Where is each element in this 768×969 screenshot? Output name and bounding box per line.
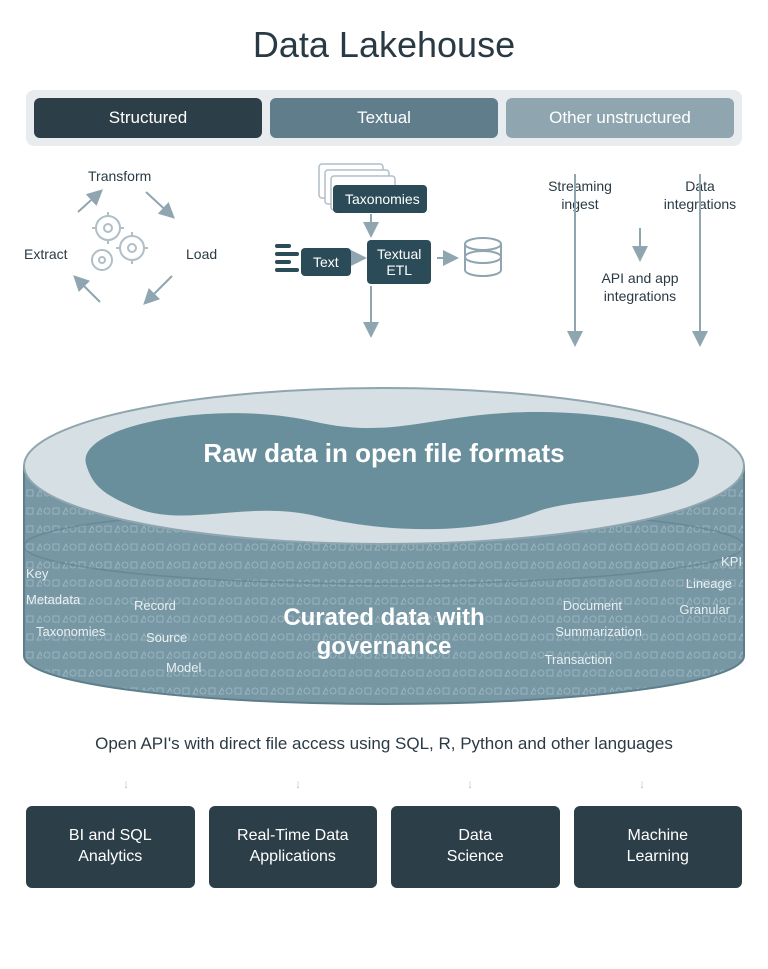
- output-bi-sql: BI and SQL Analytics: [26, 806, 195, 888]
- data-integrations-label: Data integrations: [650, 178, 750, 213]
- gov-word: Metadata: [26, 592, 80, 607]
- api-app-integrations-label: API and app integrations: [565, 270, 715, 305]
- gov-word: Document: [563, 598, 622, 613]
- page-title: Data Lakehouse: [0, 24, 768, 66]
- etl-transform-label: Transform: [88, 168, 151, 184]
- etl-extract-label: Extract: [24, 246, 68, 262]
- output-realtime: Real-Time Data Applications: [209, 806, 378, 888]
- etl-load-label: Load: [186, 246, 217, 262]
- gov-word: Summarization: [555, 624, 642, 639]
- gov-word: Record: [134, 598, 176, 613]
- gov-word: Granular: [679, 602, 730, 617]
- gov-word: Key: [26, 566, 48, 581]
- streaming-ingest-label: Streaming ingest: [530, 178, 630, 213]
- textual-etl-col: Taxonomies Text Textual ETL: [275, 158, 505, 353]
- gov-word: Model: [166, 660, 201, 675]
- arrow-down-icon: [641, 768, 643, 802]
- pill-textual: Textual: [270, 98, 498, 138]
- arrow-down-icon: [469, 768, 471, 802]
- arrow-down-icon: [297, 768, 299, 802]
- streaming-ingest-col: Streaming ingest: [530, 178, 630, 213]
- gov-word: Taxonomies: [36, 624, 105, 639]
- etl-cycle: Transform Extract Load: [30, 168, 220, 328]
- api-description: Open API's with direct file access using…: [0, 734, 768, 754]
- gov-word: Lineage: [686, 576, 732, 591]
- source-type-row: Structured Textual Other unstructured: [26, 90, 742, 146]
- text-tag: Text: [301, 248, 351, 276]
- gov-word: Transaction: [545, 652, 612, 667]
- lakehouse-cylinder: Raw data in open file formats Curated da…: [16, 376, 752, 706]
- gov-word: Source: [146, 630, 187, 645]
- taxonomies-tag: Taxonomies: [333, 185, 427, 213]
- arrow-down-icon: [125, 768, 127, 802]
- pill-unstructured: Other unstructured: [506, 98, 734, 138]
- gov-word: KPI: [721, 554, 742, 569]
- textual-etl-tag: Textual ETL: [367, 240, 431, 284]
- pill-structured: Structured: [34, 98, 262, 138]
- output-arrows-row: [40, 768, 728, 802]
- output-datascience: Data Science: [391, 806, 560, 888]
- outputs-row: BI and SQL Analytics Real-Time Data Appl…: [26, 806, 742, 888]
- raw-data-label: Raw data in open file formats: [16, 438, 752, 469]
- ingest-row: Transform Extract Load: [0, 158, 768, 358]
- output-ml: Machine Learning: [574, 806, 743, 888]
- data-integrations-col: Data integrations: [650, 178, 750, 213]
